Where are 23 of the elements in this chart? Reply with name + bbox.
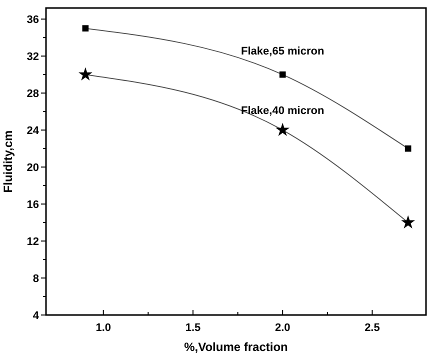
x-tick-label: 2.5: [364, 322, 380, 334]
series-label: Flake,65 micron: [241, 46, 324, 58]
x-tick-label: 1.0: [96, 322, 112, 334]
y-tick-label: 32: [26, 51, 39, 64]
point: [276, 122, 290, 136]
x-tick-label: 1.5: [185, 322, 201, 334]
point: [279, 71, 286, 78]
y-tick-label: 16: [26, 199, 39, 212]
series-label: Flake,40 micron: [241, 105, 324, 118]
y-tick-label: 12: [26, 236, 39, 248]
x-tick-label: 2.0: [274, 322, 290, 334]
y-tick-label: 4: [32, 310, 40, 322]
point: [404, 145, 412, 152]
point: [78, 67, 92, 80]
y-tick-label: 36: [26, 14, 39, 26]
point: [401, 215, 416, 228]
y-tick-label: 24: [26, 125, 40, 138]
point: [82, 25, 89, 32]
y-tick-label: 20: [26, 162, 39, 174]
y-tick-label: 8: [32, 273, 39, 286]
x-axis-title: %,Volume fraction: [184, 340, 288, 354]
y-tick-label: 28: [26, 88, 39, 100]
y-axis-title: Fluidity,cm: [1, 130, 15, 193]
